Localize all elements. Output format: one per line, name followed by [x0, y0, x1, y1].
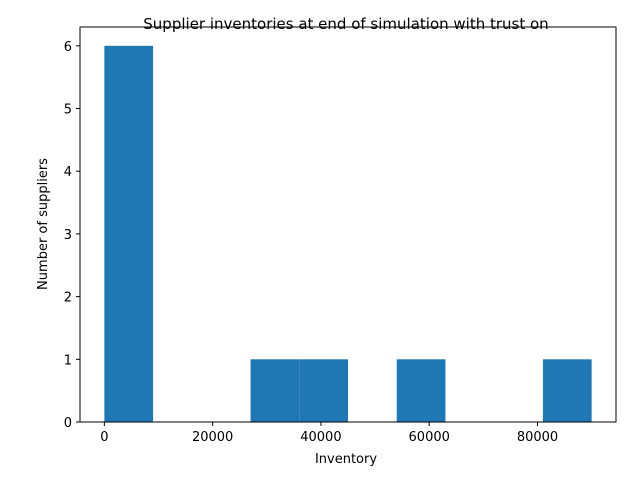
x-axis-label: Inventory: [315, 452, 377, 467]
histogram-bar: [299, 359, 348, 422]
y-tick-label: 1: [64, 353, 72, 368]
histogram-bar: [104, 45, 154, 423]
y-tick-label: 2: [64, 291, 72, 306]
x-tick-label: 0: [100, 430, 108, 445]
x-tick-label: 40000: [300, 430, 341, 445]
plot-frame: [79, 26, 617, 423]
x-axis-ticks: 0 20000 40000 60000 80000: [100, 422, 558, 445]
y-tick-label: 0: [64, 416, 72, 431]
chart-title: Supplier inventories at end of simulatio…: [143, 15, 548, 33]
y-axis-ticks: 0 1 2 3 4 5 6: [64, 40, 80, 431]
histogram-bar: [250, 359, 300, 422]
x-tick-label: 60000: [409, 430, 450, 445]
x-tick-label: 80000: [517, 430, 558, 445]
histogram-bar: [396, 359, 446, 422]
y-tick-label: 3: [64, 228, 72, 243]
y-tick-label: 6: [64, 40, 72, 55]
x-tick-label: 20000: [192, 430, 233, 445]
y-tick-label: 4: [64, 165, 72, 180]
bars-group: [104, 45, 592, 423]
histogram-bar: [542, 359, 592, 422]
y-axis-label: Number of suppliers: [36, 158, 51, 290]
y-tick-label: 5: [64, 103, 72, 118]
